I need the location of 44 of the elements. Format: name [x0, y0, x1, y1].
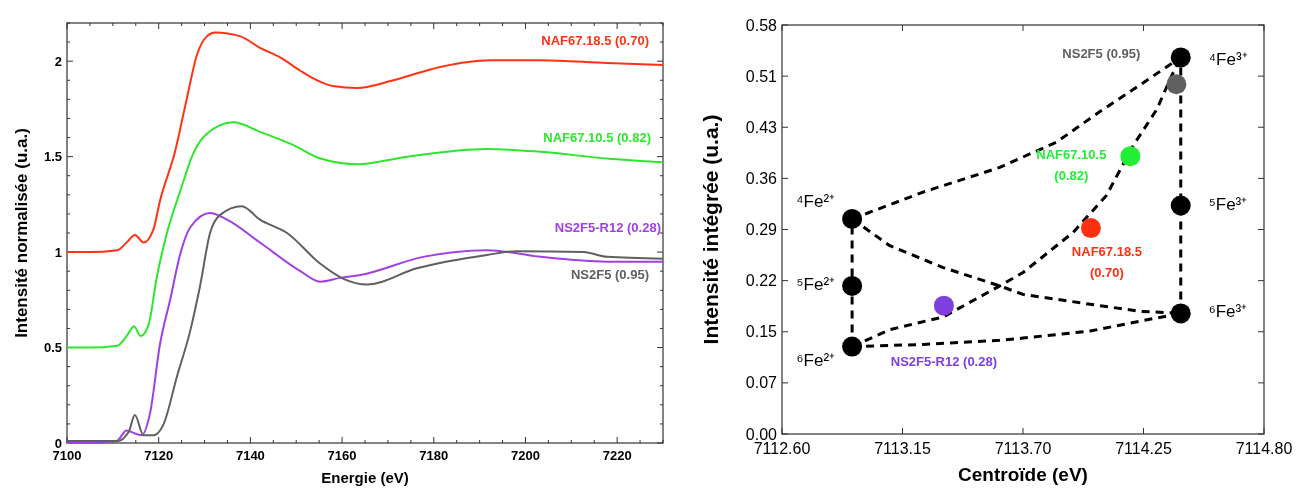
y-tick-label: 1	[54, 244, 62, 260]
y-tick-label: 0.15	[745, 323, 778, 341]
y-tick-label: 0.07	[745, 374, 778, 392]
y-tick-label: 0.51	[745, 67, 778, 85]
y-tick-label: 0.58	[745, 16, 778, 34]
x-tick-label: 7120	[144, 448, 174, 463]
x-tick-label: 7200	[511, 448, 540, 463]
series-label: NS2F5 (0.95)	[570, 266, 649, 282]
y-axis-title: Intensité intégrée (u.a.)	[699, 114, 722, 345]
x-tick-label: 7220	[602, 448, 632, 463]
y-tick-label: 0.29	[745, 221, 778, 239]
x-tick-label: 7100	[52, 448, 82, 463]
x-tick-label: 7160	[327, 448, 357, 463]
series-label: ⁴Fe³⁺	[1208, 50, 1248, 70]
x-axis-title: Energie (eV)	[321, 469, 409, 486]
x-tick-label: 7112.60	[753, 440, 811, 457]
y-tick-label: 0.36	[745, 169, 778, 187]
x-tick-label: 7114.80	[1235, 440, 1293, 457]
text: NS2F5-R12 (0.28)	[890, 353, 998, 369]
series-label: NAF67.10.5 (0.82)	[1036, 147, 1107, 184]
series-label: NAF67.18.5 (0.70)	[541, 33, 649, 48]
x-tick-label: 7113.70	[994, 440, 1052, 457]
series-label: ⁶Fe²⁺	[796, 351, 836, 371]
series-label: ⁴Fe²⁺	[796, 192, 836, 212]
y-tick-label: 0.00	[745, 425, 778, 443]
y-tick-label: 0.5	[43, 340, 62, 356]
series-label: NAF67.18.5 (0.70)	[1071, 244, 1142, 281]
y-axis-title: Intensité normalisée (u.a.)	[12, 128, 31, 338]
x-tick-label: 7113.15	[874, 440, 931, 457]
y-tick-label: 0.22	[745, 272, 778, 290]
text: NS2F5 (0.95)	[1062, 46, 1141, 62]
series-label: ⁶Fe³⁺	[1208, 302, 1248, 322]
series-label: NS2F5-R12 (0.28)	[554, 219, 661, 235]
y-tick-label: 1.5	[43, 149, 62, 165]
x-tick-label: 7180	[419, 448, 449, 463]
y-tick-label: 2	[54, 53, 62, 69]
x-tick-label: 7114.25	[1115, 440, 1172, 457]
x-tick-label: 7140	[235, 448, 265, 463]
y-tick-label: 0	[54, 435, 62, 451]
x-axis-title: Centroïde (eV)	[958, 464, 1088, 485]
y-tick-label: 0.43	[745, 118, 778, 136]
series-label: ⁵Fe²⁺	[796, 275, 836, 295]
series-label: NAF67.10.5 (0.82)	[543, 130, 651, 146]
series-label: ⁵Fe³⁺	[1208, 195, 1248, 215]
